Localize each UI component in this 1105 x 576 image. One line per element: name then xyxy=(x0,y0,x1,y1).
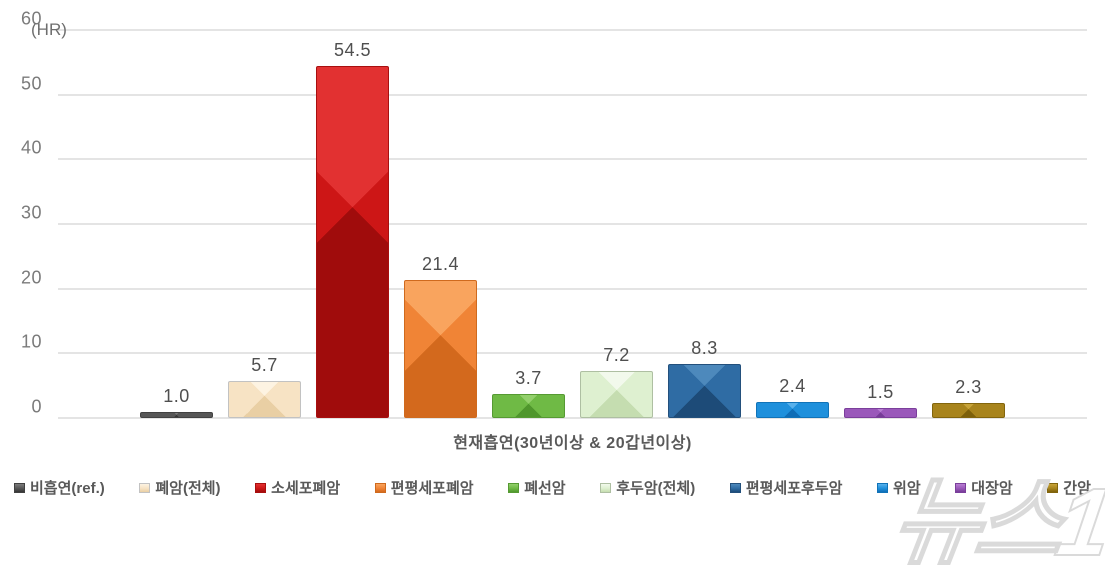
legend-marker-icon xyxy=(600,482,612,493)
bar-group-9: 1.5 xyxy=(844,382,917,418)
bar xyxy=(492,394,565,418)
legend-marker-icon xyxy=(508,482,520,493)
legend-label: 편평세포후두암 xyxy=(745,480,843,497)
bar-group-8: 2.4 xyxy=(756,376,829,418)
legend: 비흡연(ref.) 폐암(전체) 소세포폐암 편평세포폐암 폐선암 후두암(전체) 편평세포… xyxy=(0,477,1105,498)
legend-label: 비흡연(ref.) xyxy=(30,480,105,497)
legend-item-1: 비흡연(ref.) xyxy=(14,477,105,498)
gridline-40 xyxy=(58,158,1087,161)
legend-marker-icon xyxy=(139,482,151,493)
bars-container: 1.0 5.7 54.5 21.4 3.7 7.2 8.3 2.4 1.5 2.3 xyxy=(58,30,1087,418)
legend-label: 편평세포폐암 xyxy=(390,480,474,497)
gridline-20 xyxy=(58,287,1087,290)
bar-value-label: 5.7 xyxy=(251,355,278,376)
legend-marker-icon xyxy=(955,482,967,493)
gridline-50 xyxy=(58,93,1087,96)
y-tick-label-40: 40 xyxy=(20,137,42,158)
bar xyxy=(932,403,1005,418)
gridline-0 xyxy=(58,417,1087,419)
bar xyxy=(228,381,301,418)
bar-group-5: 3.7 xyxy=(492,368,565,418)
bar-value-label: 7.2 xyxy=(603,345,630,366)
bar xyxy=(668,364,741,418)
legend-item-5: 폐선암 xyxy=(508,477,566,498)
y-axis-unit-label: (HR) xyxy=(31,20,67,39)
legend-item-4: 편평세포폐암 xyxy=(374,477,474,498)
y-tick-label-10: 10 xyxy=(20,331,42,352)
y-tick-label-50: 50 xyxy=(20,73,42,94)
legend-item-10: 간암 xyxy=(1047,477,1091,498)
legend-item-2: 폐암(전체) xyxy=(139,477,221,498)
bar xyxy=(316,65,389,418)
bar-value-label: 2.4 xyxy=(779,376,806,397)
bar-chart: 60 50 40 30 20 10 0 (HR) 1.0 5.7 54.5 21.4 3.7 7.2 8… xyxy=(0,8,1105,576)
legend-item-3: 소세포폐암 xyxy=(255,477,340,498)
y-tick-label-30: 30 xyxy=(20,202,42,223)
bar-value-label: 21.4 xyxy=(421,253,460,274)
bar xyxy=(140,411,213,418)
y-tick-label-0: 0 xyxy=(31,396,42,417)
legend-marker-icon xyxy=(255,482,267,493)
legend-label: 소세포폐암 xyxy=(271,480,341,497)
legend-item-7: 편평세포후두암 xyxy=(729,477,843,498)
legend-marker-icon xyxy=(729,482,741,493)
legend-label: 후두암(전체) xyxy=(616,480,696,497)
legend-label: 위암 xyxy=(893,480,921,497)
y-tick-label-20: 20 xyxy=(20,267,42,288)
bar-group-6: 7.2 xyxy=(580,345,653,418)
gridline-60 xyxy=(58,29,1087,31)
bar xyxy=(756,402,829,418)
bar-group-4: 21.4 xyxy=(404,254,477,418)
legend-item-6: 후두암(전체) xyxy=(600,477,695,498)
bar-value-label: 1.5 xyxy=(867,382,894,403)
bar-value-label: 2.3 xyxy=(955,377,982,398)
legend-item-8: 위암 xyxy=(877,477,921,498)
gridline-30 xyxy=(58,223,1087,225)
bar xyxy=(844,408,917,418)
bar-group-3: 54.5 xyxy=(316,40,389,418)
bar-group-10: 2.3 xyxy=(932,377,1005,418)
gridline-10 xyxy=(58,352,1087,355)
legend-marker-icon xyxy=(374,482,386,493)
legend-item-9: 대장암 xyxy=(955,477,1013,498)
y-tick-label-60: 60 xyxy=(20,8,42,29)
legend-label: 간암 xyxy=(1063,480,1091,497)
legend-label: 폐암(전체) xyxy=(155,480,221,497)
legend-marker-icon xyxy=(14,482,25,493)
bar-value-label: 3.7 xyxy=(515,368,542,389)
legend-marker-icon xyxy=(877,482,889,493)
x-axis-label: 현재흡연(30년이상 & 20갑년이상) xyxy=(453,435,692,452)
bar-group-7: 8.3 xyxy=(668,338,741,418)
plot-area: 60 50 40 30 20 10 0 (HR) 1.0 5.7 54.5 21.4 3.7 7.2 8… xyxy=(21,9,1087,452)
legend-label: 대장암 xyxy=(971,480,1013,497)
bar-group-2: 5.7 xyxy=(228,355,301,418)
bar-value-label: 1.0 xyxy=(163,385,190,406)
legend-marker-icon xyxy=(1047,482,1059,493)
legend-label: 폐선암 xyxy=(524,480,566,497)
bar-group-1: 1.0 xyxy=(140,386,213,418)
bar xyxy=(404,279,477,418)
bar-value-label: 8.3 xyxy=(691,338,718,359)
bar xyxy=(580,371,653,418)
bar-value-label: 54.5 xyxy=(333,39,372,60)
